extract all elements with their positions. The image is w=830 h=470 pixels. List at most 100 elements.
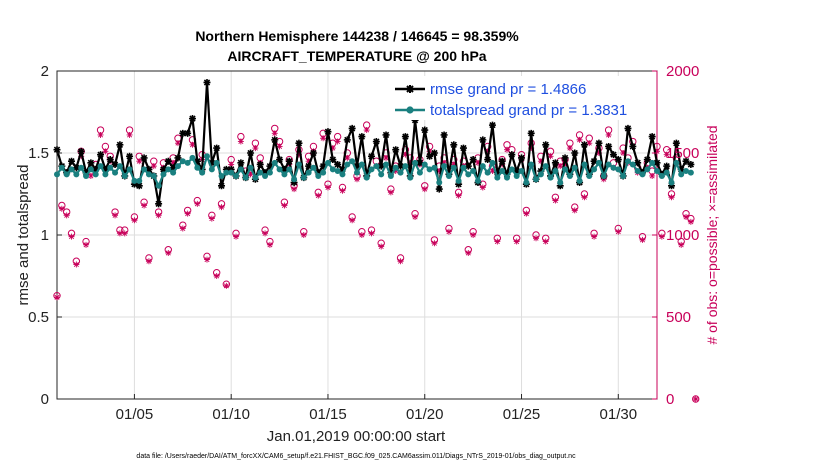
rmse-point	[387, 169, 395, 177]
obs-assimilated-point	[615, 228, 622, 235]
obs-assimilated-point	[654, 148, 660, 155]
obs-assimilated-point	[387, 189, 394, 196]
obs-assimilated-point	[383, 154, 390, 161]
totalspread-point	[358, 161, 365, 168]
obs-assimilated-point	[329, 145, 336, 152]
obs-assimilated-point	[189, 141, 196, 148]
obs-assimilated-point	[663, 151, 670, 158]
obs-assimilated-point	[397, 258, 404, 265]
totalspread-point	[315, 172, 322, 179]
rmse-point	[358, 133, 366, 141]
rmse-point	[130, 180, 138, 188]
rmse-point	[305, 162, 313, 170]
obs-assimilated-point	[479, 184, 486, 191]
rmse-point	[653, 159, 661, 167]
rmse-point	[455, 180, 463, 188]
totalspread-point	[276, 166, 283, 173]
obs-assimilated-point	[141, 202, 148, 209]
rmse-point	[353, 162, 361, 170]
obs-assimilated-point	[576, 136, 583, 143]
totalspread-point	[112, 169, 119, 176]
obs-assimilated-point	[233, 233, 240, 240]
x-tick-label: 01/15	[309, 406, 347, 423]
obs-assimilated-point	[305, 158, 312, 165]
obs-assimilated-point	[252, 145, 259, 152]
totalspread-point	[63, 171, 70, 178]
totalspread-point	[668, 179, 675, 186]
totalspread-point	[54, 171, 60, 178]
rmse-point	[614, 156, 622, 164]
rmse-point	[411, 116, 419, 124]
rmse-point	[237, 159, 245, 167]
obs-assimilated-point	[68, 233, 75, 240]
totalspread-point	[160, 171, 167, 178]
rmse-point	[179, 129, 187, 137]
totalspread-point	[363, 174, 370, 181]
totalspread-point	[542, 163, 549, 170]
totalspread-point	[547, 174, 554, 181]
totalspread-point	[324, 159, 331, 166]
totalspread-point	[654, 168, 660, 175]
totalspread-point	[450, 164, 457, 171]
rmse-point	[421, 126, 429, 134]
obs-assimilated-point	[557, 163, 564, 170]
obs-assimilated-point	[533, 235, 540, 242]
totalspread-point	[237, 166, 244, 173]
obs-assimilated-point	[465, 250, 472, 257]
totalspread-point	[571, 164, 578, 171]
rmse-point	[68, 157, 76, 165]
rmse-point	[677, 165, 685, 173]
totalspread-point	[445, 172, 452, 179]
totalspread-point	[649, 159, 656, 166]
rmse-point	[213, 144, 221, 152]
totalspread-point	[504, 174, 510, 181]
totalspread-point	[83, 172, 90, 179]
obs-assimilated-point	[204, 256, 210, 263]
rmse-point	[280, 165, 288, 173]
rmse-point	[329, 156, 337, 164]
rmse-point	[155, 200, 163, 208]
totalspread-point	[562, 166, 569, 173]
rmse-point	[247, 149, 255, 157]
obs-assimilated-point	[150, 163, 157, 170]
totalspread-point	[600, 172, 607, 179]
y-tick-label-right: 1000	[666, 227, 699, 244]
obs-assimilated-point	[63, 212, 70, 219]
totalspread-point	[218, 172, 225, 179]
rmse-point	[77, 147, 85, 155]
rmse-point	[72, 164, 80, 172]
rmse-point	[561, 154, 569, 162]
rmse-point	[493, 169, 501, 177]
rmse-point	[271, 136, 279, 144]
obs-assimilated-point	[266, 241, 273, 248]
obs-assimilated-point	[504, 146, 510, 153]
totalspread-point	[533, 176, 540, 183]
rmse-point	[145, 165, 153, 173]
chart-title-line2: AIRCRAFT_TEMPERATURE @ 200 hPa	[227, 48, 486, 64]
rmse-point	[537, 167, 545, 175]
totalspread-point	[334, 168, 341, 175]
obs-assimilated-point	[649, 172, 656, 179]
totalspread-point	[591, 166, 598, 173]
rmse-point	[435, 185, 443, 193]
y-axis-label-left: rmse and totalspread	[15, 165, 32, 306]
totalspread-point	[523, 179, 530, 186]
obs-assimilated-point	[436, 168, 443, 175]
rmse-point	[116, 141, 124, 149]
rmse-point	[295, 139, 303, 147]
obs-assimilated-point	[431, 240, 438, 247]
obs-assimilated-point	[678, 241, 685, 248]
rmse-point	[208, 159, 216, 167]
rmse-point	[203, 78, 211, 86]
obs-assimilated-point	[378, 243, 385, 250]
rmse-point	[609, 151, 617, 159]
totalspread-point	[673, 159, 680, 166]
totalspread-point	[266, 169, 273, 176]
rmse-point	[392, 146, 400, 154]
obs-assimilated-point	[484, 148, 491, 155]
rmse-point	[498, 157, 506, 165]
totalspread-point	[392, 164, 399, 171]
obs-assimilated-point	[552, 197, 559, 204]
obs-assimilated-point	[402, 151, 409, 158]
